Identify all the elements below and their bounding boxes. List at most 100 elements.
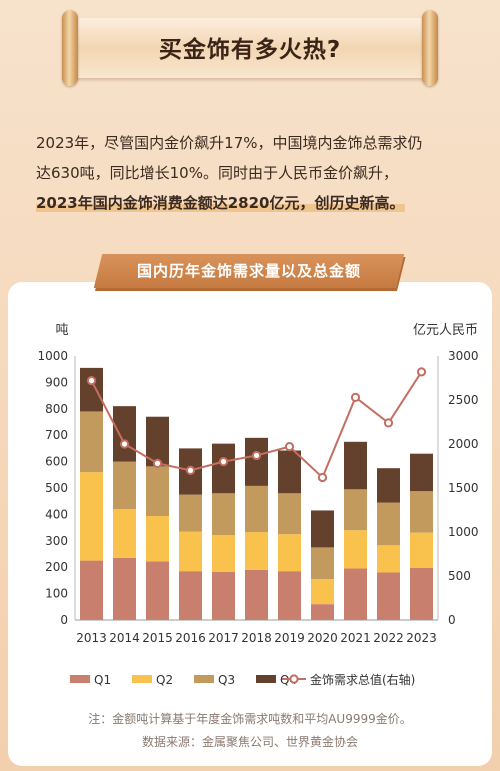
bar-q4-2020 [311,510,334,548]
y-axis-left-label: 吨 [55,323,68,338]
intro-paragraph: 2023年，尽管国内金价飙升17%，中国境内金饰总需求仍 达630吨，同比增长1… [36,128,468,218]
bar-q4-2019 [278,450,301,494]
y-tick-left-label: 0 [60,613,68,627]
y-tick-left-label: 100 [45,587,68,601]
bar-q1-2013 [80,560,103,620]
title-scroll-banner: 买金饰有多火热? [62,10,438,86]
line-point-2021 [350,392,361,402]
bar-q3-2021 [344,489,367,531]
bar-q2-2015 [146,515,169,562]
bar-q1-2023 [410,567,433,620]
bar-q1-2021 [344,568,367,620]
bar-q3-2016 [179,494,202,532]
bar-q1-2016 [179,571,202,620]
bar-q2-2014 [113,509,136,558]
bar-q1-2020 [311,604,334,620]
y-tick-left-label: 700 [45,428,68,442]
y-tick-left-label: 400 [45,507,68,521]
x-tick-label: 2022 [373,631,404,645]
bar-q3-2017 [212,493,235,535]
bar-q2-2020 [311,579,334,605]
bar-q3-2022 [377,502,400,546]
chart-title: 国内历年金饰需求量以及总金额 [136,262,361,280]
y-tick-left-label: 300 [45,534,68,548]
bar-q2-2023 [410,532,433,568]
y-tick-left-label: 800 [45,402,68,416]
x-tick-label: 2020 [307,631,338,645]
data-source: 数据来源：金属聚焦公司、世界黄金协会 [141,735,358,749]
bar-q2-2017 [212,534,235,572]
bar-q1-2014 [113,557,136,620]
y-tick-left-label: 500 [45,481,68,495]
intro-line-3-highlight: 2023年国内金饰消费金额达2820亿元，创历史新高。 [36,194,405,212]
bar-q3-2013 [80,411,103,473]
y-tick-right-label: 1500 [448,481,479,495]
bar-q2-2013 [80,472,103,561]
y-axis-right-label: 亿元人民币 [413,323,478,338]
bar-q4-2013 [80,367,103,412]
y-tick-right-label: 0 [448,613,456,627]
bar-q4-2022 [377,468,400,503]
bar-q1-2015 [146,561,169,620]
y-tick-left-label: 200 [45,560,68,574]
line-point-2013 [86,376,97,386]
bar-q4-2021 [344,441,367,490]
legend-swatch-q2 [132,675,152,683]
line-point-2014 [119,439,130,449]
y-tick-right-label: 2500 [448,393,479,407]
bar-q3-2020 [311,547,334,580]
x-tick-label: 2018 [241,631,272,645]
bar-q2-2022 [377,545,400,573]
x-tick-label: 2017 [208,631,239,645]
scroll-paper [72,18,428,78]
bar-q2-2018 [245,532,268,570]
legend-line-marker [289,674,299,684]
x-tick-label: 2013 [76,631,107,645]
x-tick-label: 2015 [142,631,173,645]
bar-q4-2023 [410,453,433,492]
x-tick-label: 2019 [274,631,305,645]
bar-q2-2016 [179,531,202,572]
x-tick-label: 2016 [175,631,206,645]
line-point-2017 [218,457,229,467]
bar-q1-2022 [377,572,400,620]
bar-q4-2015 [146,416,169,467]
line-point-2023 [416,367,427,377]
legend-swatch-q4 [256,675,276,683]
bar-q3-2023 [410,491,433,533]
bar-q1-2018 [245,569,268,620]
bar-q3-2019 [278,493,301,535]
bar-q4-2018 [245,437,268,486]
page-title: 买金饰有多火热? [158,37,342,63]
footnote: 注：金额吨计算基于年度金饰需求吨数和平均AU9999金价。 [88,712,412,726]
x-tick-label: 2023 [406,631,437,645]
y-tick-left-label: 900 [45,375,68,389]
y-tick-left-label: 600 [45,455,68,469]
line-point-2019 [284,442,295,452]
legend-swatch-q1 [70,675,90,683]
legend-label-q3: Q3 [218,673,235,687]
bar-q3-2018 [245,485,268,533]
line-point-2018 [251,450,262,461]
line-point-2016 [185,465,196,475]
line-point-2022 [383,418,394,428]
y-tick-right-label: 3000 [448,349,479,363]
x-tick-label: 2014 [109,631,140,645]
scroll-roll-right [422,10,438,86]
bar-q4-2014 [113,406,136,462]
line-point-2015 [152,458,163,468]
x-tick-label: 2021 [340,631,371,645]
legend-label-line: 金饰需求总值(右轴) [310,672,415,687]
y-tick-left-label: 1000 [37,349,68,363]
y-tick-right-label: 1000 [448,525,479,539]
y-tick-right-label: 500 [448,569,471,583]
bar-q2-2021 [344,530,367,569]
intro-line-2: 达630吨，同比增长10%。同时由于人民币金价飙升， [36,164,398,182]
bar-q1-2017 [212,571,235,620]
line-point-2020 [317,472,328,483]
legend-label-q1: Q1 [94,673,111,687]
bar-q4-2017 [212,443,235,494]
legend-swatch-q3 [194,675,214,683]
